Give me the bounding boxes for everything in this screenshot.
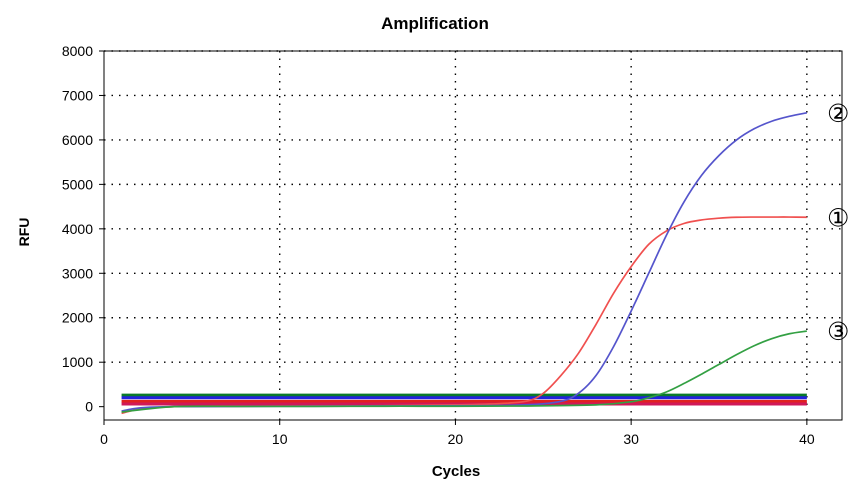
chart-title: Amplification <box>381 14 489 33</box>
y-tick-label: 7000 <box>62 87 93 103</box>
series-line <box>121 111 808 412</box>
y-tick-label: 1000 <box>62 354 93 370</box>
series-line <box>121 330 807 413</box>
y-tick-label: 5000 <box>62 176 93 192</box>
series-label: ① <box>827 204 849 232</box>
threshold-lines <box>121 393 807 406</box>
series-label: ② <box>827 100 849 128</box>
series-label: ③ <box>827 318 849 346</box>
y-tick-label: 0 <box>85 399 93 415</box>
plot-frame <box>103 50 843 421</box>
x-tick-label: 30 <box>623 431 639 447</box>
x-tick-label: 0 <box>100 431 108 447</box>
y-tick-label: 2000 <box>62 310 93 326</box>
x-tick-label: 10 <box>272 431 288 447</box>
y-axis-label: RFU <box>16 218 32 247</box>
series-labels: ① ② ③ <box>827 100 849 346</box>
y-tick-label: 8000 <box>62 43 93 59</box>
y-tick-label: 3000 <box>62 265 93 281</box>
x-tick-label: 40 <box>799 431 815 447</box>
y-tick-label: 6000 <box>62 132 93 148</box>
axis-ticks: 0 1000 2000 3000 4000 5000 6000 7000 8000 0 10 20 30… <box>62 43 815 447</box>
x-tick-label: 20 <box>448 431 464 447</box>
series-lines <box>121 111 808 415</box>
y-tick-label: 4000 <box>62 221 93 237</box>
x-axis-label: Cycles <box>432 463 480 480</box>
grid-lines <box>104 50 842 420</box>
series-line <box>121 216 807 415</box>
